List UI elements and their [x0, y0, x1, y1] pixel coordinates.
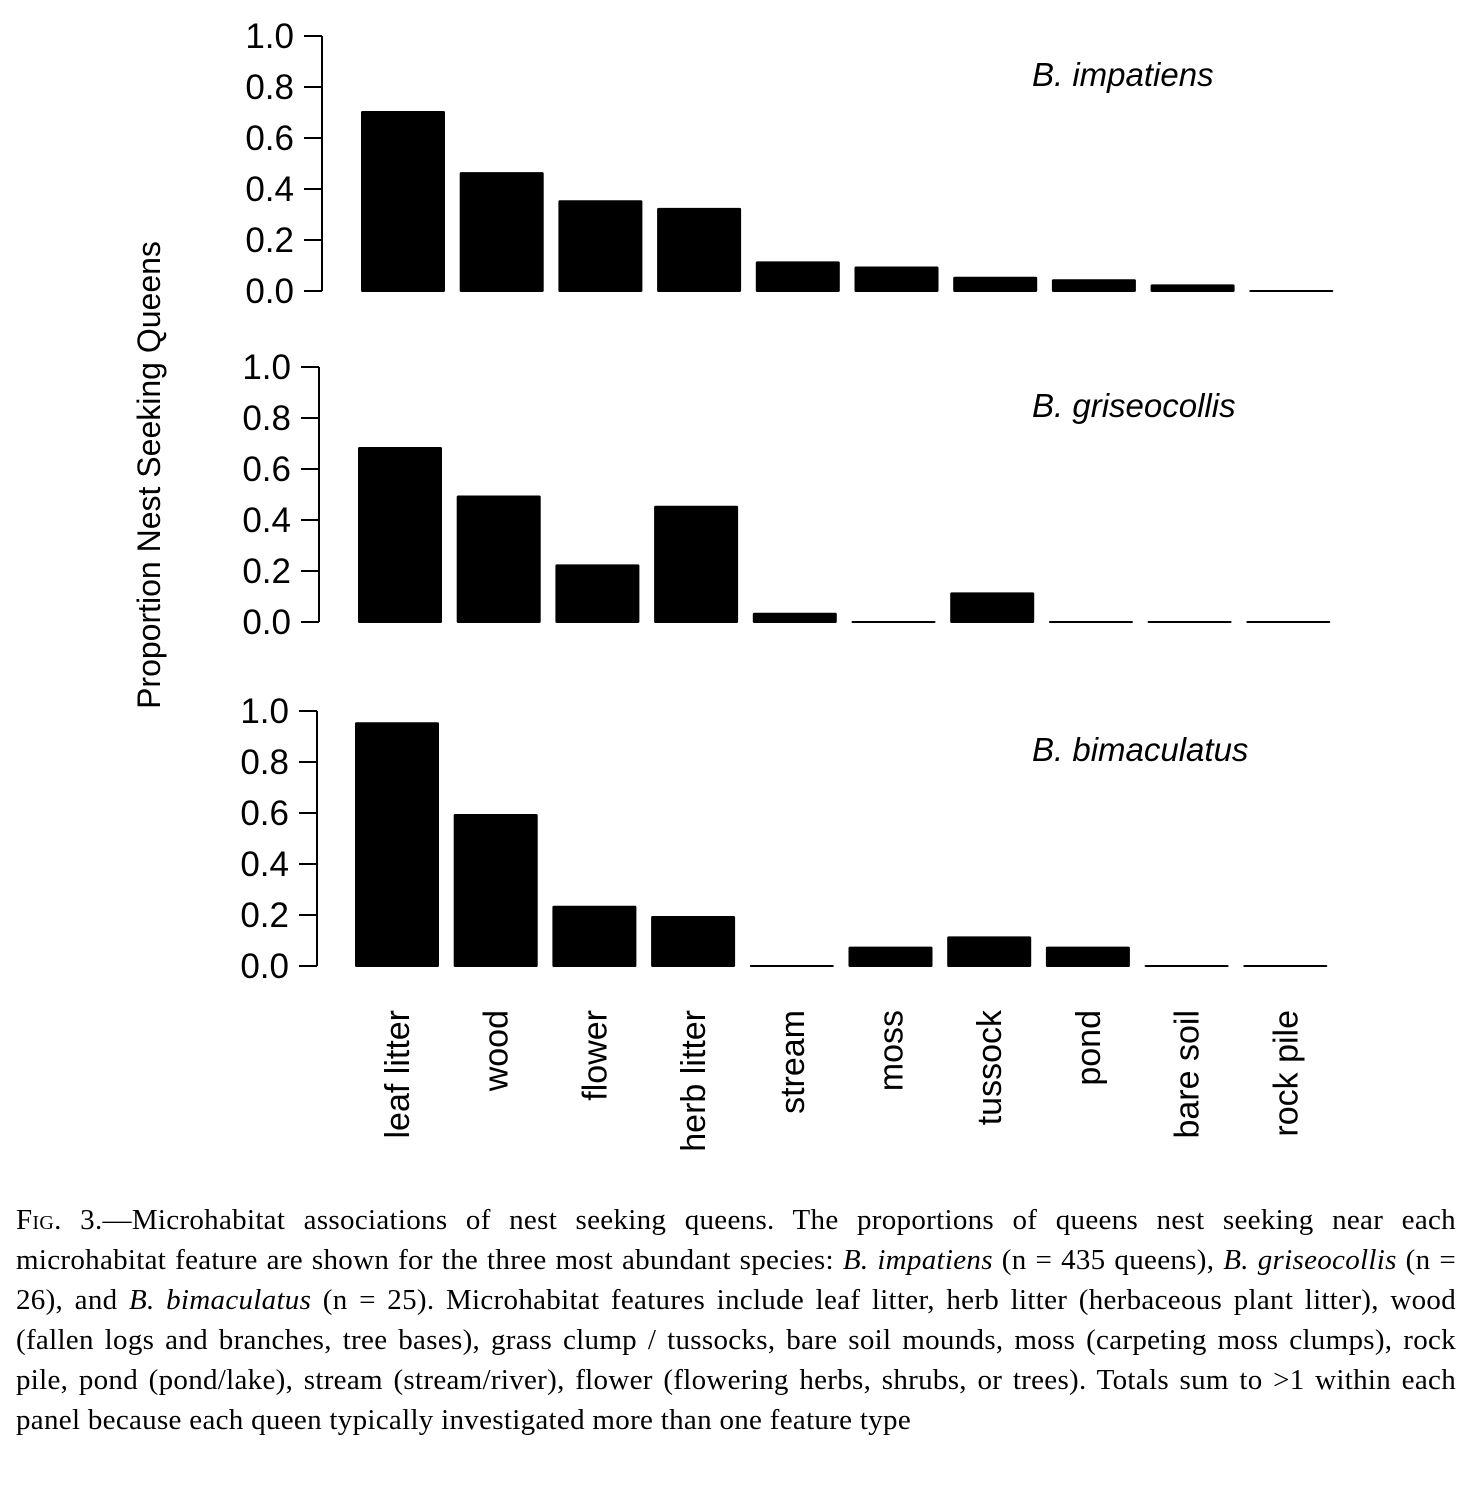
y-tick-label: 0.8	[245, 68, 294, 107]
y-tick-label: 0.4	[240, 845, 289, 884]
bar-wood	[453, 814, 538, 967]
bar-herb-litter	[654, 505, 739, 623]
bar-leaf-litter	[358, 447, 442, 623]
y-tick-label: 1.0	[240, 692, 289, 731]
bar-leaf-litter	[355, 722, 439, 967]
y-tick-label: 0.0	[245, 272, 294, 311]
bar-rock-pile	[1246, 621, 1331, 623]
category-label-pond: pond	[1070, 1010, 1108, 1086]
bar-wood	[459, 172, 544, 292]
category-label-leaf-litter: leaf litter	[379, 1010, 417, 1139]
chart-panels: 0.00.20.40.60.81.0B. impatiens0.00.20.40…	[240, 17, 1334, 986]
caption-text-1: —Microhabitat associations of nest seeki…	[16, 1204, 1456, 1276]
bar-herb-litter	[657, 207, 742, 292]
bar-rock-pile	[1249, 290, 1334, 292]
chart-panel-3: 0.0 0.2 0.4 0.6 0.8 1.0 B. bimaculatus	[240, 692, 1328, 986]
y-tick-label: 0.6	[240, 794, 289, 833]
category-label-herb-litter: herb litter	[675, 1010, 713, 1152]
bar-tussock	[953, 276, 1038, 292]
y-tick-label: 0.6	[242, 450, 291, 489]
category-label-bare-soil: bare soil	[1169, 1010, 1207, 1139]
category-label-tussock: tussock	[971, 1009, 1009, 1125]
caption-text-3: (n = 26), and	[16, 1244, 1457, 1316]
bar-bare-soil	[1147, 621, 1232, 623]
bar-moss	[854, 266, 939, 292]
bar-stream	[752, 612, 837, 623]
y-tick-label: 0.2	[240, 896, 289, 935]
caption-species-impatiens: B. impatiens	[842, 1244, 993, 1276]
bar-stream	[755, 261, 840, 292]
bar-moss	[851, 621, 936, 623]
caption-species-griseocollis: B. griseocollis	[1223, 1244, 1397, 1276]
bar-rock-pile	[1243, 965, 1328, 967]
category-label-stream: stream	[774, 1010, 812, 1114]
bar-tussock	[947, 936, 1032, 967]
category-label-rock-pile: rock pile	[1267, 1010, 1305, 1137]
category-label-moss: moss	[873, 1010, 911, 1091]
bar-tussock	[950, 592, 1035, 623]
panel-title: B. bimaculatus	[1032, 731, 1248, 768]
y-tick-label: 0.0	[240, 947, 289, 986]
bar-flower	[555, 564, 640, 623]
bar-chart-figure: Proportion Nest Seeking Queens 0.0 0.2 0.4…	[131, 17, 1334, 1152]
y-tick-label: 0.2	[245, 221, 294, 260]
caption-label: Fig. 3.	[16, 1204, 103, 1236]
bar-pond	[1051, 279, 1136, 292]
figure-caption: Fig. 3.—Microhabitat associations of nes…	[16, 1200, 1456, 1440]
bar-flower	[558, 200, 643, 292]
bar-moss	[848, 946, 933, 967]
bar-bare-soil	[1150, 284, 1235, 292]
bar-bare-soil	[1144, 965, 1229, 967]
y-tick-label: 1.0	[245, 17, 294, 56]
caption-text-2: (n = 435 queens),	[992, 1244, 1224, 1276]
y-tick-label: 0.4	[245, 170, 294, 209]
y-tick-label: 0.6	[245, 119, 294, 158]
panel-title: B. griseocollis	[1032, 387, 1236, 424]
bar-stream	[749, 965, 834, 967]
bar-flower	[552, 905, 637, 967]
category-label-flower: flower	[576, 1010, 614, 1101]
bar-pond	[1045, 946, 1130, 967]
panel-title: B. impatiens	[1032, 56, 1214, 93]
y-tick-label: 0.4	[242, 501, 291, 540]
category-label-wood: wood	[478, 1010, 516, 1092]
y-tick-label: 0.0	[242, 603, 291, 642]
bar-wood	[456, 495, 541, 623]
y-tick-label: 0.8	[240, 743, 289, 782]
y-tick-label: 0.8	[242, 399, 291, 438]
y-axis-label: Proportion Nest Seeking Queens	[131, 241, 167, 709]
bar-pond	[1048, 621, 1133, 623]
chart-panel-2: 0.0 0.2 0.4 0.6 0.8 1.0 B. griseocollis	[242, 348, 1331, 642]
y-tick-label: 1.0	[242, 348, 291, 387]
category-labels: leaf litter wood flower herb litter stream mo…	[379, 1009, 1305, 1152]
y-tick-label: 0.2	[242, 552, 291, 591]
bar-herb-litter	[651, 916, 736, 967]
bar-leaf-litter	[361, 110, 445, 292]
caption-text-4: (n = 25). Microhabitat features include …	[16, 1284, 1456, 1436]
caption-species-bimaculatus: B. bimaculatus	[129, 1284, 312, 1316]
chart-panel-1: 0.0 0.2 0.4 0.6 0.8 1.0 B. impatiens	[245, 17, 1334, 311]
